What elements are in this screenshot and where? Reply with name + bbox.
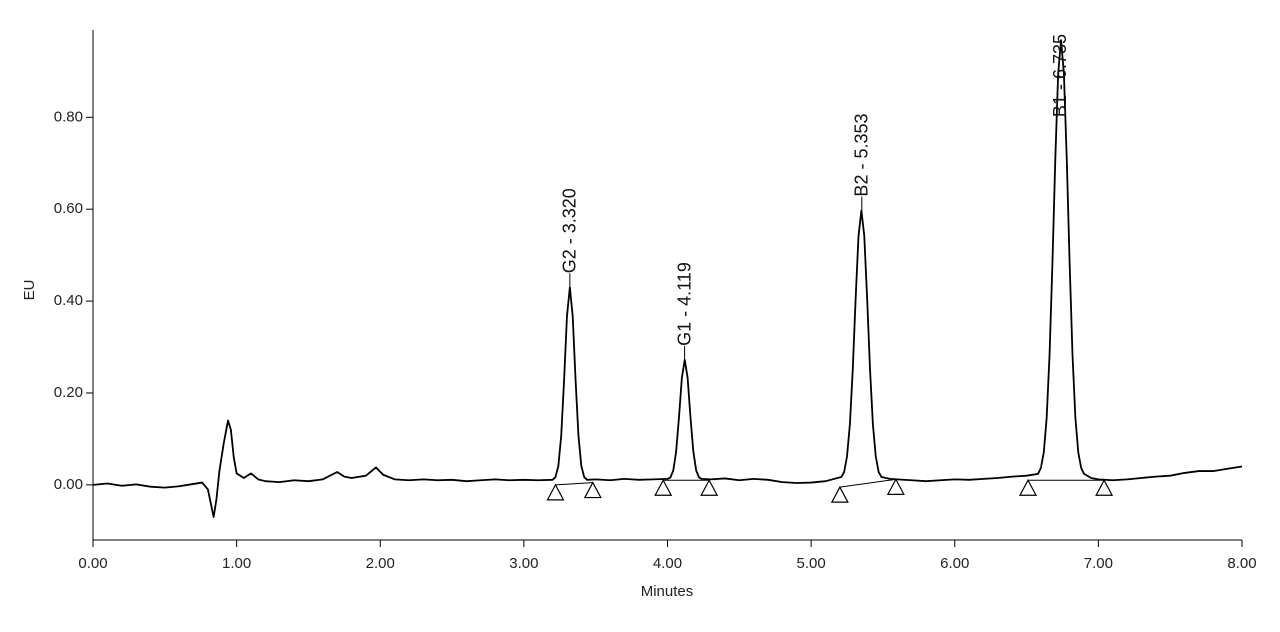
integration-marker <box>1095 478 1114 496</box>
integration-marker <box>830 485 849 503</box>
x-tick-label: 6.00 <box>940 555 969 572</box>
integration-marker <box>546 483 565 501</box>
y-tick-label: 0.80 <box>54 108 83 125</box>
x-tick-label: 2.00 <box>366 555 395 572</box>
x-tick-label: 7.00 <box>1084 555 1113 572</box>
integration-marker <box>886 478 905 495</box>
x-tick-label: 3.00 <box>509 555 538 572</box>
integration-marker <box>700 478 719 496</box>
integration-marker <box>654 478 673 496</box>
y-tick-label: 0.60 <box>54 200 83 217</box>
x-tick-label: 5.00 <box>797 555 826 572</box>
x-tick-label: 4.00 <box>653 555 682 572</box>
y-tick-label: 0.40 <box>54 292 83 309</box>
x-axis-label: Minutes <box>641 583 694 600</box>
integration-baseline <box>555 482 593 486</box>
x-tick-label: 1.00 <box>222 555 251 572</box>
integration-baseline <box>839 478 896 488</box>
peak-label: G2 - 3.320 <box>560 188 580 273</box>
integration-marker <box>583 481 602 499</box>
peak-label: B1 - 6.735 <box>1050 34 1070 117</box>
integration-marker <box>1018 478 1037 496</box>
peak-label: G1 - 4.119 <box>674 262 694 346</box>
y-tick-label: 0.20 <box>54 384 83 401</box>
y-axis-label: EU <box>21 280 38 301</box>
y-tick-label: 0.00 <box>54 476 83 493</box>
signal-trace <box>92 39 1243 518</box>
peak-label: B2 - 5.353 <box>852 114 872 197</box>
x-tick-label: 8.00 <box>1227 555 1256 572</box>
x-tick-label: 0.00 <box>78 555 107 572</box>
